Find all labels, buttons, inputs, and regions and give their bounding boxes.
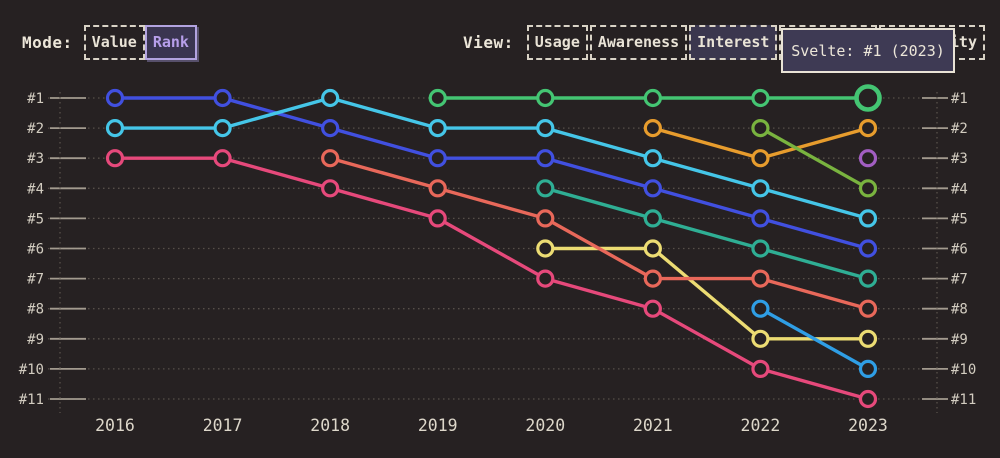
rank-label-left: #11: [19, 392, 44, 408]
rank-label-left: #4: [27, 181, 44, 197]
data-point-pink-2022[interactable]: [751, 359, 770, 378]
data-point-Svelte-2023[interactable]: [854, 84, 882, 112]
rank-label-right: #5: [951, 211, 968, 227]
chart-tooltip: Svelte: #1 (2023): [781, 28, 955, 73]
year-label: 2016: [95, 416, 135, 435]
data-point-blue-2018[interactable]: [321, 118, 340, 138]
data-point-cyan-2016[interactable]: [105, 118, 125, 138]
series-line-salmon: [328, 156, 870, 311]
rank-label-right: #2: [951, 121, 968, 137]
data-point-salmon-2023[interactable]: [858, 299, 878, 318]
rank-label-right: #10: [951, 362, 976, 378]
data-point-pink-2018[interactable]: [321, 179, 340, 198]
data-point-pink-2016[interactable]: [105, 149, 125, 168]
rank-label-right: #11: [951, 392, 976, 408]
data-point-light-blue-2023[interactable]: [858, 359, 878, 378]
data-point-pink-2023[interactable]: [858, 389, 878, 409]
data-point-cyan-2022[interactable]: [751, 179, 770, 198]
data-point-yellow-2021[interactable]: [643, 239, 662, 258]
data-point-amber-2021[interactable]: [643, 118, 662, 138]
data-point-yellow-2020[interactable]: [536, 239, 555, 258]
data-point-Svelte-2020[interactable]: [536, 88, 555, 108]
mode-toggle-group: Mode: Value Rank: [22, 25, 197, 60]
view-label: View:: [463, 33, 514, 52]
data-point-cyan-2019[interactable]: [428, 118, 447, 138]
series-line-olive-green: [758, 126, 870, 191]
data-point-salmon-2022[interactable]: [751, 269, 770, 288]
rank-label-right: #6: [951, 242, 968, 258]
data-point-pink-2019[interactable]: [428, 209, 447, 228]
data-point-teal-2021[interactable]: [643, 209, 662, 228]
data-point-teal-2023[interactable]: [858, 269, 878, 288]
rank-bump-chart: #1 #1 #2 #2 #3 #3 #4 #4 #5 #5 #6 #6 #7 #7 #8 #8 #9 #9 #10 #…: [19, 84, 976, 435]
series-line-teal: [543, 186, 870, 281]
data-point-salmon-2019[interactable]: [428, 179, 447, 198]
rank-label-right: #4: [951, 181, 968, 197]
year-label: 2022: [741, 416, 781, 435]
data-point-pink-2020[interactable]: [536, 269, 555, 288]
view-awareness-button[interactable]: Awareness: [589, 25, 688, 60]
year-label: 2021: [633, 416, 673, 435]
rank-label-left: #10: [19, 362, 44, 378]
data-point-blue-2017[interactable]: [213, 88, 232, 108]
data-point-salmon-2020[interactable]: [536, 209, 555, 228]
data-point-blue-2022[interactable]: [751, 209, 770, 228]
data-point-Svelte-2022[interactable]: [751, 88, 770, 108]
data-point-blue-2019[interactable]: [428, 149, 447, 168]
data-point-cyan-2023[interactable]: [858, 209, 878, 228]
data-point-olive-green-2023[interactable]: [858, 179, 878, 198]
series-line-light-blue: [758, 306, 870, 371]
rank-label-right: #1: [951, 91, 968, 107]
rank-label-left: #9: [27, 332, 44, 348]
data-point-amber-2022[interactable]: [751, 149, 770, 168]
year-label: 2018: [310, 416, 350, 435]
year-label: 2017: [203, 416, 243, 435]
data-point-yellow-2023[interactable]: [858, 329, 878, 348]
tooltip-text: Svelte: #1 (2023): [791, 41, 945, 60]
rank-label-left: #6: [27, 242, 44, 258]
rank-label-left: #3: [27, 151, 44, 167]
data-point-olive-green-2022[interactable]: [751, 118, 770, 138]
mode-value-button[interactable]: Value: [83, 25, 145, 60]
data-point-pink-2017[interactable]: [213, 149, 232, 168]
rank-label-left: #2: [27, 121, 44, 137]
data-point-pink-2021[interactable]: [643, 299, 662, 318]
rank-label-right: #8: [951, 302, 968, 318]
rank-label-right: #9: [951, 332, 968, 348]
rank-label-left: #8: [27, 302, 44, 318]
rank-label-left: #1: [27, 91, 44, 107]
data-point-blue-2020[interactable]: [536, 149, 555, 168]
data-point-salmon-2018[interactable]: [321, 149, 340, 168]
series-line-blue: [113, 96, 870, 251]
rank-label-right: #3: [951, 151, 968, 167]
data-point-teal-2022[interactable]: [751, 239, 770, 258]
rank-label-right: #7: [951, 272, 968, 288]
data-point-yellow-2022[interactable]: [751, 329, 770, 348]
mode-label: Mode:: [22, 33, 73, 52]
data-point-cyan-2021[interactable]: [643, 149, 662, 168]
mode-rank-button[interactable]: Rank: [144, 25, 197, 60]
data-point-cyan-2017[interactable]: [213, 118, 232, 138]
series-line-cyan: [113, 96, 870, 221]
data-point-amber-2023[interactable]: [858, 118, 878, 138]
year-label: 2020: [525, 416, 565, 435]
view-usage-button[interactable]: Usage: [526, 25, 588, 60]
data-point-blue-2023[interactable]: [858, 239, 878, 258]
view-interest-button[interactable]: Interest: [689, 25, 778, 60]
data-point-Svelte-2021[interactable]: [643, 88, 662, 108]
data-point-cyan-2020[interactable]: [536, 118, 555, 138]
data-point-cyan-2018[interactable]: [321, 88, 340, 108]
data-point-teal-2020[interactable]: [536, 179, 555, 198]
data-point-Svelte-2019[interactable]: [428, 88, 447, 108]
data-point-blue-2016[interactable]: [105, 88, 125, 108]
data-point-blue-2021[interactable]: [643, 179, 662, 198]
series-line-pink: [113, 156, 870, 401]
year-label: 2023: [848, 416, 888, 435]
data-point-light-blue-2022[interactable]: [751, 299, 770, 318]
data-point-salmon-2021[interactable]: [643, 269, 662, 288]
rank-label-left: #5: [27, 211, 44, 227]
data-point-purple-2023[interactable]: [858, 149, 878, 168]
rank-label-left: #7: [27, 272, 44, 288]
year-label: 2019: [418, 416, 458, 435]
